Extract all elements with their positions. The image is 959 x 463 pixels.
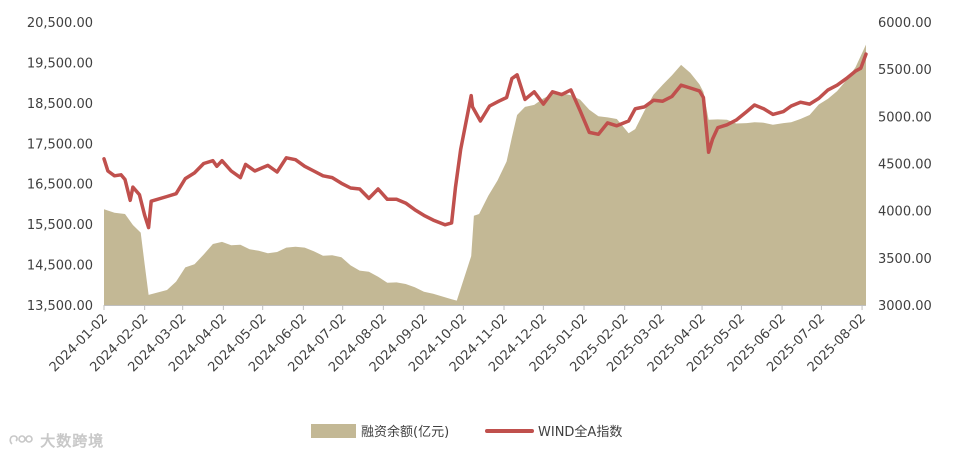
y-right-tick-label: 5000.00 [878,110,932,125]
y-right-tick-label: 3000.00 [878,299,932,314]
y-left-tick-label: 17,500.00 [27,137,93,152]
plot-area [102,44,868,305]
y-left-tick-label: 19,500.00 [27,56,93,71]
y-left-tick-label: 20,500.00 [27,16,93,31]
y-right-tick-label: 4500.00 [878,158,932,173]
watermark: 大数跨境 [8,430,104,451]
line-series-wind-all-a [102,52,868,230]
legend-label-line: WIND全A指数 [538,424,622,440]
brand-logo-icon [9,435,33,445]
y-right-tick-label: 6000.00 [878,16,932,31]
legend-label-area: 融资余额(亿元) [361,424,449,440]
y-right-tick-label: 4000.00 [878,205,932,220]
y-left-tick-label: 15,500.00 [27,218,93,233]
y-right-tick-label: 5500.00 [878,63,932,78]
left-axis: 13,500.00 14,500.00 15,500.00 16,500.00 17,5… [27,16,93,314]
right-axis: 3000.00 3500.00 4000.00 4500.00 5000.00 5500.… [878,16,932,314]
legend-swatch-area [311,424,356,438]
watermark-text: 大数跨境 [40,432,105,450]
legend: 融资余额(亿元) WIND全A指数 [311,424,622,440]
y-left-tick-label: 18,500.00 [27,97,93,112]
x-axis: 2024-01-022024-02-022024-03-022024-04-02… [47,305,869,375]
y-right-tick-label: 3500.00 [878,252,932,267]
area-series-margin-balance [104,44,866,305]
y-left-tick-label: 16,500.00 [27,178,93,193]
y-left-tick-label: 14,500.00 [27,259,93,274]
y-left-tick-label: 13,500.00 [27,299,93,314]
